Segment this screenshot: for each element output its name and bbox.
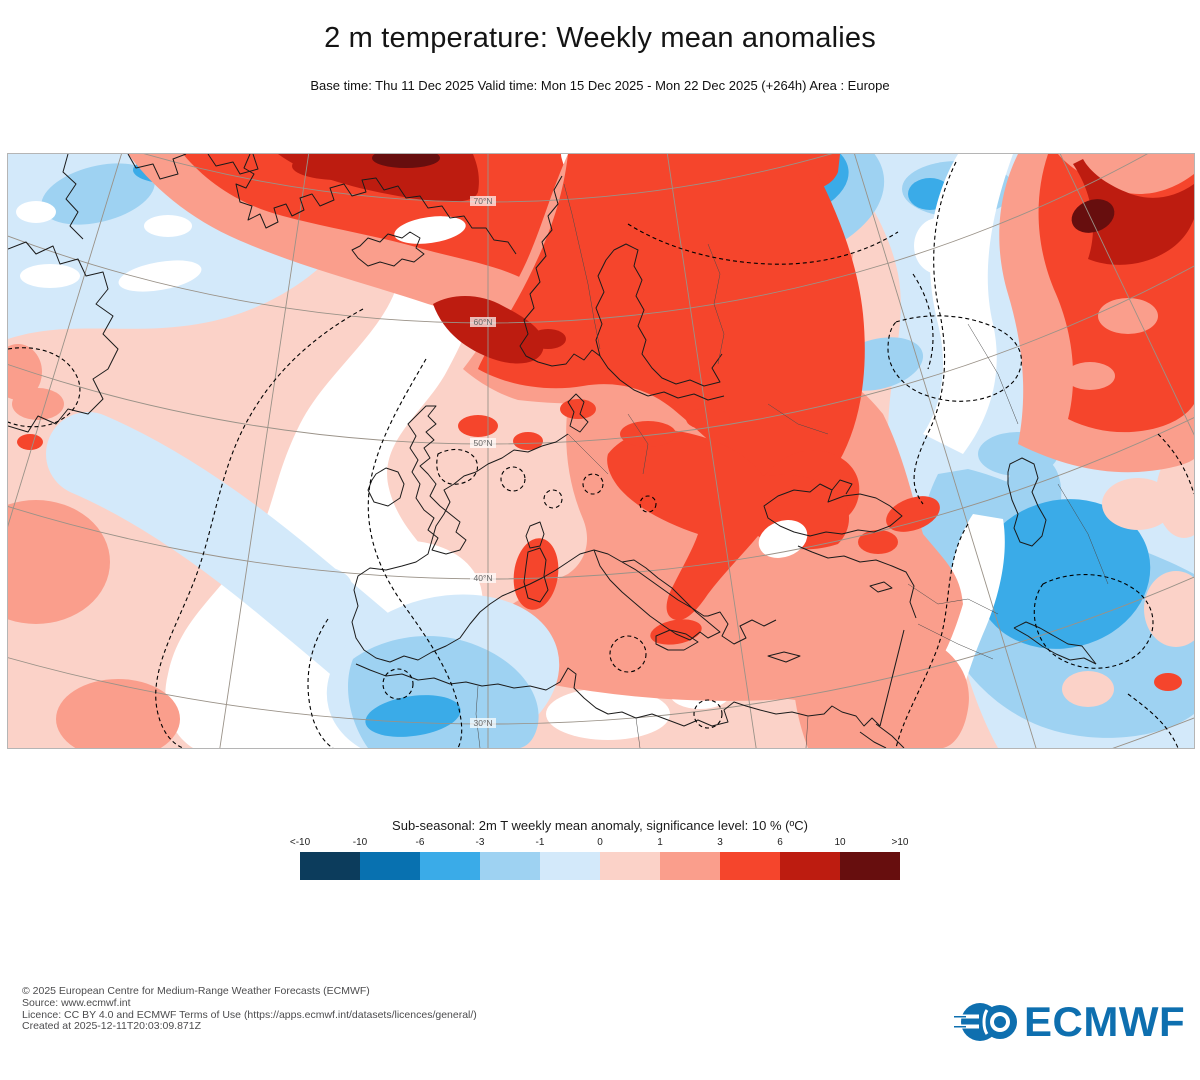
anomaly-map-svg: 70°N 60°N 50°N 40°N 30°N bbox=[8, 154, 1194, 748]
legend-color-segment bbox=[540, 852, 600, 880]
legend-color-segment bbox=[480, 852, 540, 880]
lat-label-30n: 30°N bbox=[474, 718, 493, 728]
page-subtitle: Base time: Thu 11 Dec 2025 Valid time: M… bbox=[310, 78, 890, 93]
lat-label-50n: 50°N bbox=[474, 438, 493, 448]
legend-ticks: <-10 -10 -6 -3 -1 0 1 3 6 10 >10 bbox=[290, 837, 909, 850]
ecmwf-logo-icon bbox=[954, 1003, 1017, 1041]
legend-tick-label: -3 bbox=[475, 837, 485, 848]
significance-contours bbox=[8, 161, 1194, 748]
latitude-labels: 70°N 60°N 50°N 40°N 30°N bbox=[470, 196, 496, 728]
ecmwf-logo-text: ECMWF bbox=[1024, 998, 1186, 1045]
footer-line: Created at 2025-12-11T20:03:09.871Z bbox=[22, 1020, 202, 1033]
lat-label-60n: 60°N bbox=[474, 317, 493, 327]
legend-color-segment bbox=[780, 852, 840, 880]
page-title: 2 m temperature: Weekly mean anomalies bbox=[324, 22, 876, 54]
legend-color-segment bbox=[840, 852, 900, 880]
legend-tick-label: 6 bbox=[777, 837, 783, 848]
legend-tick-label: >10 bbox=[891, 837, 909, 848]
legend-color-segment bbox=[600, 852, 660, 880]
footer-line: Source: www.ecmwf.int bbox=[22, 996, 131, 1009]
footer-line: Licence: CC BY 4.0 and ECMWF Terms of Us… bbox=[22, 1008, 477, 1021]
footer-attribution: © 2025 European Centre for Medium-Range … bbox=[22, 985, 477, 1033]
legend-colorbar bbox=[300, 852, 900, 880]
lat-label-40n: 40°N bbox=[474, 573, 493, 583]
legend-color-segment bbox=[300, 852, 360, 880]
anomaly-map: 70°N 60°N 50°N 40°N 30°N bbox=[7, 153, 1195, 749]
ecmwf-logo: ECMWF bbox=[954, 1000, 1185, 1044]
footer-line: © 2025 European Centre for Medium-Range … bbox=[22, 985, 370, 997]
legend-color-segment bbox=[720, 852, 780, 880]
legend-color-segment bbox=[360, 852, 420, 880]
legend-tick-label: <-10 bbox=[289, 837, 311, 848]
legend-color-segment bbox=[660, 852, 720, 880]
legend-tick-label: -10 bbox=[352, 837, 368, 848]
country-borders bbox=[475, 183, 1109, 748]
coastlines bbox=[8, 154, 1097, 748]
map-fill-layer bbox=[8, 154, 1194, 748]
legend-tick-label: 3 bbox=[717, 837, 723, 848]
legend-tick-label: 0 bbox=[597, 837, 603, 848]
legend-color-segment bbox=[420, 852, 480, 880]
legend-title: Sub-seasonal: 2m T weekly mean anomaly, … bbox=[392, 818, 808, 833]
legend: Sub-seasonal: 2m T weekly mean anomaly, … bbox=[0, 818, 1200, 880]
legend-tick-label: 1 bbox=[657, 837, 663, 848]
legend-tick-label: 10 bbox=[834, 837, 846, 848]
lat-label-70n: 70°N bbox=[474, 196, 493, 206]
legend-tick-label: -1 bbox=[535, 837, 545, 848]
legend-tick-label: -6 bbox=[415, 837, 425, 848]
